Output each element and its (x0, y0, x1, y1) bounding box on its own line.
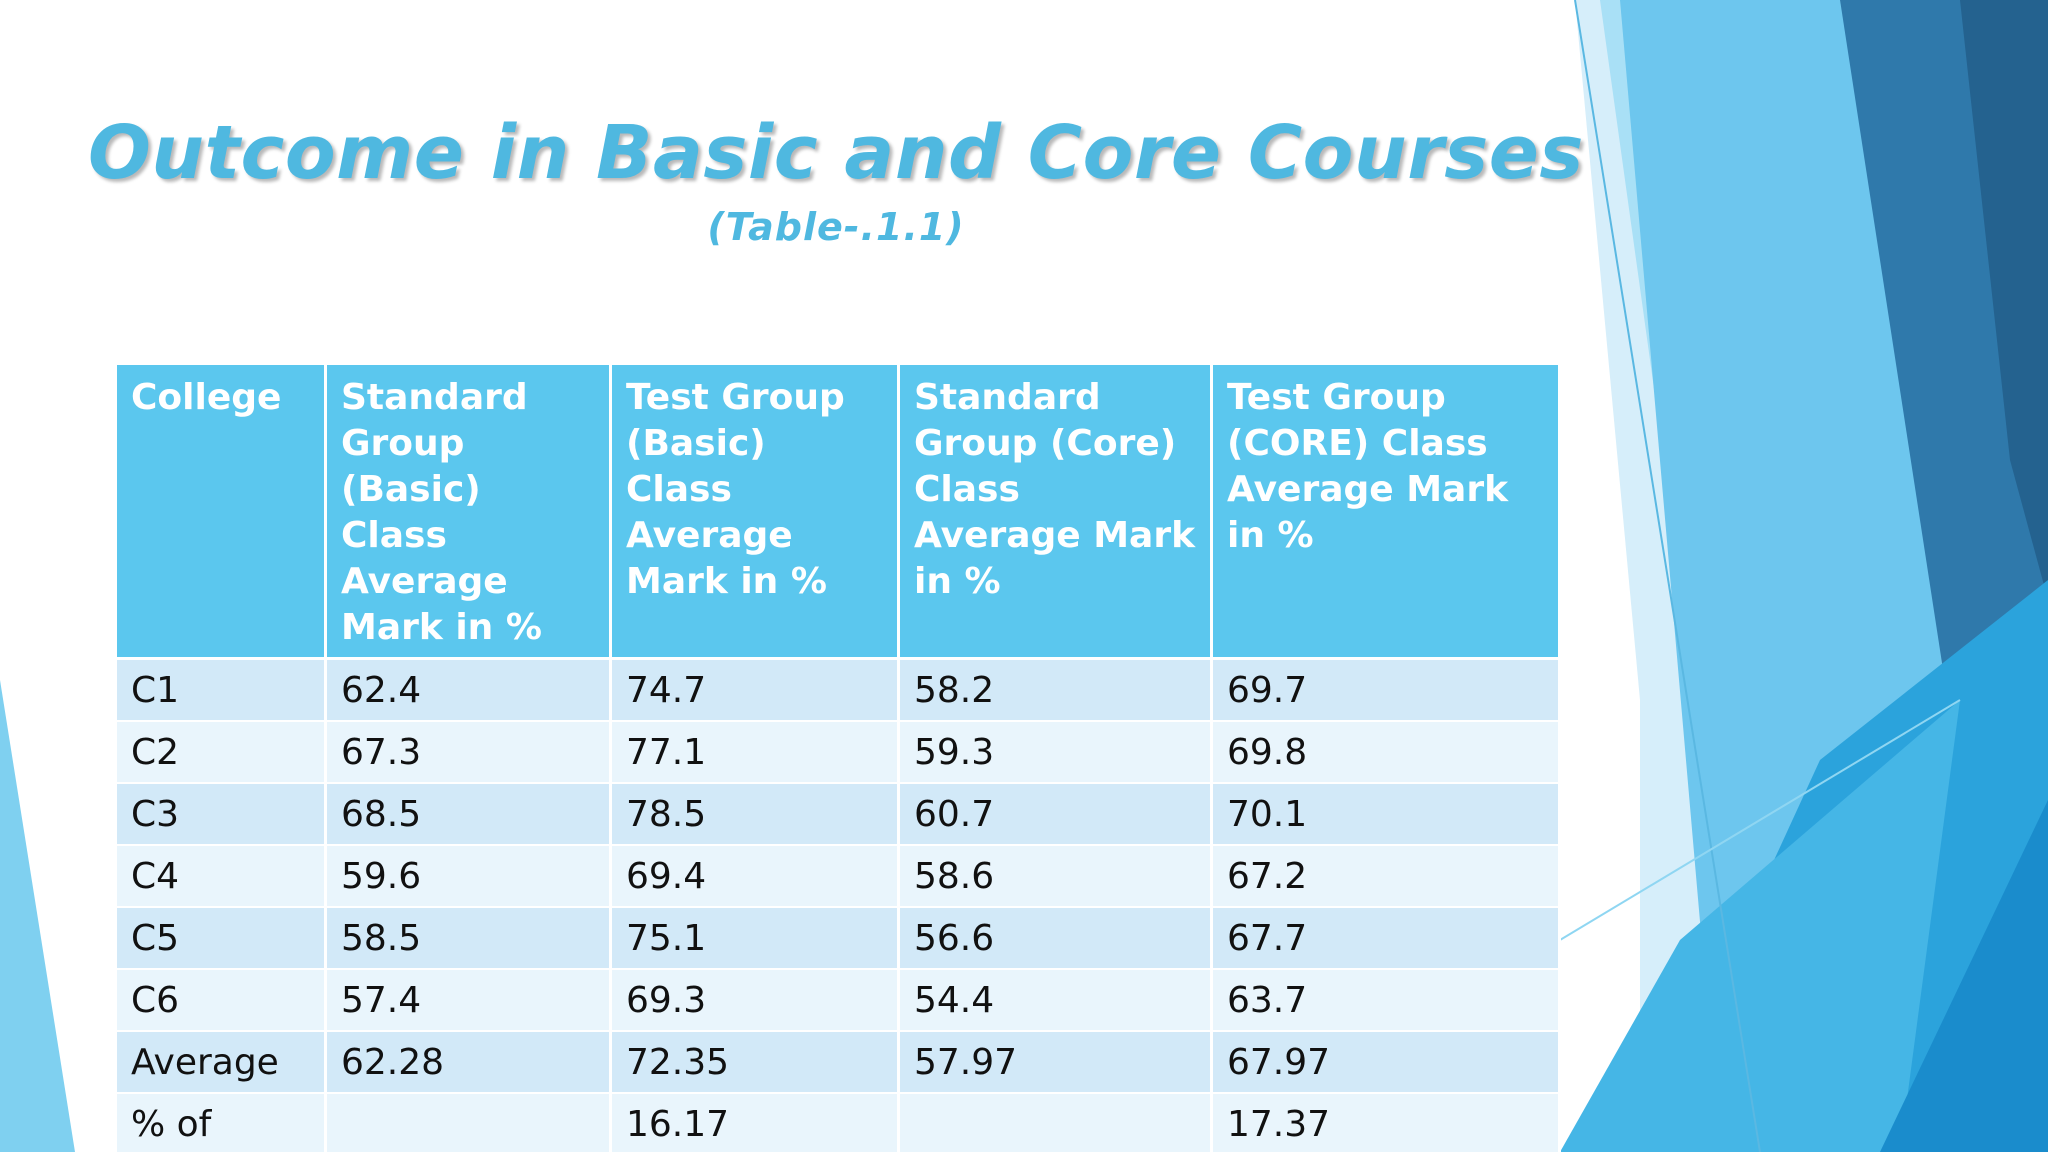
cell-test-basic: 74.7 (609, 657, 900, 721)
cell-college: C6 (114, 967, 327, 1031)
cell-test-core: 69.7 (1210, 657, 1561, 721)
cell-test-core: 69.8 (1210, 719, 1561, 783)
header-standard-basic: Standard Group (Basic) Class Average Mar… (324, 362, 612, 660)
cell-college: % of increase (114, 1091, 327, 1152)
facet-cyan (1560, 700, 1960, 1152)
header-standard-core: Standard Group (Core) Class Average Mark… (897, 362, 1213, 660)
header-college: College (114, 362, 327, 660)
table-row: C4 59.6 69.4 58.6 67.2 (114, 843, 1561, 907)
cell-standard-core: 60.7 (897, 781, 1213, 845)
facet-deep (1880, 800, 2048, 1152)
facet-line-2 (1559, 699, 1961, 941)
cell-standard-core: 54.4 (897, 967, 1213, 1031)
cell-standard-basic: 58.5 (324, 905, 612, 969)
slide-title: Outcome in Basic and Core Courses (88, 110, 1584, 196)
cell-college: C3 (114, 781, 327, 845)
cell-standard-basic: 62.4 (324, 657, 612, 721)
cell-standard-basic: 59.6 (324, 843, 612, 907)
outcome-table: College Standard Group (Basic) Class Ave… (114, 362, 1561, 1152)
cell-standard-basic: 57.4 (324, 967, 612, 1031)
slide-subtitle: (Table-.1.1) (707, 205, 965, 249)
cell-test-basic: 69.4 (609, 843, 900, 907)
cell-test-core: 67.2 (1210, 843, 1561, 907)
table-row-average: Average 62.28 72.35 57.97 67.97 (114, 1029, 1561, 1093)
cell-test-basic: 16.17 (609, 1091, 900, 1152)
facet-dark-strip (1960, 0, 2048, 600)
header-test-core: Test Group (CORE) Class Average Mark in … (1210, 362, 1561, 660)
cell-standard-core: 58.2 (897, 657, 1213, 721)
facet-left-sliver (0, 680, 75, 1152)
table-row-increase: % of increase 16.17 17.37 (114, 1091, 1561, 1152)
cell-test-core: 67.7 (1210, 905, 1561, 969)
cell-test-basic: 78.5 (609, 781, 900, 845)
cell-standard-basic: 68.5 (324, 781, 612, 845)
cell-college: C5 (114, 905, 327, 969)
facet-line-1 (1574, 0, 1761, 1152)
cell-standard-core (897, 1091, 1213, 1152)
table-row: C5 58.5 75.1 56.6 67.7 (114, 905, 1561, 969)
cell-standard-basic: 67.3 (324, 719, 612, 783)
cell-standard-basic (324, 1091, 612, 1152)
cell-test-core: 17.37 (1210, 1091, 1561, 1152)
cell-test-basic: 75.1 (609, 905, 900, 969)
cell-test-basic: 77.1 (609, 719, 900, 783)
cell-college: Average (114, 1029, 327, 1093)
cell-standard-core: 57.97 (897, 1029, 1213, 1093)
cell-test-core: 67.97 (1210, 1029, 1561, 1093)
header-test-basic: Test Group (Basic) Class Average Mark in… (609, 362, 900, 660)
cell-test-core: 70.1 (1210, 781, 1561, 845)
cell-test-basic: 72.35 (609, 1029, 900, 1093)
table-row: C2 67.3 77.1 59.3 69.8 (114, 719, 1561, 783)
cell-college: C4 (114, 843, 327, 907)
cell-standard-basic: 62.28 (324, 1029, 612, 1093)
cell-standard-core: 58.6 (897, 843, 1213, 907)
cell-college: C2 (114, 719, 327, 783)
cell-test-basic: 69.3 (609, 967, 900, 1031)
table-row: C6 57.4 69.3 54.4 63.7 (114, 967, 1561, 1031)
table-row: C3 68.5 78.5 60.7 70.1 (114, 781, 1561, 845)
table-header-row: College Standard Group (Basic) Class Ave… (114, 362, 1561, 660)
cell-standard-core: 56.6 (897, 905, 1213, 969)
cell-college: C1 (114, 657, 327, 721)
table-row: C1 62.4 74.7 58.2 69.7 (114, 657, 1561, 721)
cell-test-core: 63.7 (1210, 967, 1561, 1031)
cell-standard-core: 59.3 (897, 719, 1213, 783)
